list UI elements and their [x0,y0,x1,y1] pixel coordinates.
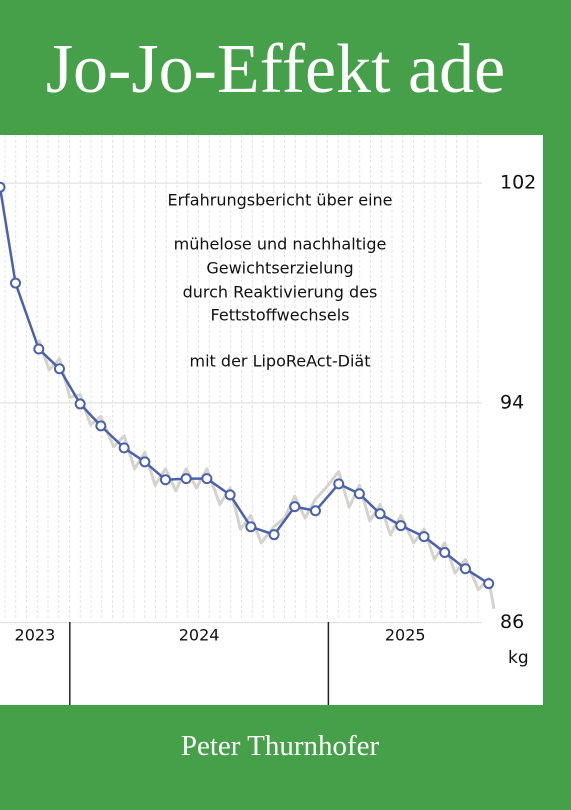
point [201,473,213,485]
point [395,520,407,532]
year-label: 2025 [385,626,426,645]
point [159,474,171,486]
cover-author: Peter Thurnhofer [180,730,380,762]
point [139,456,151,468]
subtitle-line: Gewichtserzielung [206,259,353,278]
point [180,473,192,485]
subtitle-line: Erfahrungsbericht über eine [167,191,392,210]
point [459,563,471,575]
point [33,343,45,355]
subtitle-line: mit der LipoReAct-Diät [190,352,371,371]
point [333,478,345,490]
point [418,531,430,543]
subtitle-line: Fettstoffwechsels [211,306,350,325]
point [374,508,386,520]
daily-line [37,339,496,610]
y-tick-label: 86 [500,611,524,633]
point [353,488,365,500]
subtitle-line: durch Reaktivierung des [183,283,378,302]
point [483,578,495,590]
year-label: 2023 [15,626,56,645]
point [10,277,22,289]
point [289,501,301,513]
subtitle-line: mühelose und nachhaltige [174,235,387,254]
point [118,442,130,454]
y-axis-label: kg [508,648,529,668]
point [245,521,257,533]
point [95,420,107,432]
point [74,398,86,410]
point [268,529,280,541]
y-tick-label: 102 [500,172,536,194]
cover-title: Jo-Jo-Effekt ade [45,31,506,108]
point [53,363,65,375]
y-tick-label: 94 [500,391,524,413]
year-label: 2024 [179,626,220,645]
point [0,181,6,193]
point [309,505,321,517]
point [224,489,236,501]
point [439,547,451,559]
